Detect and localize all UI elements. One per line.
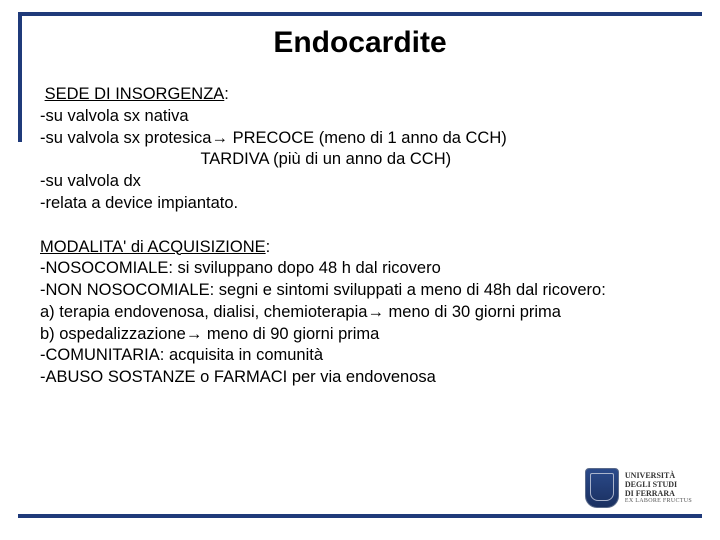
- section-line: -su valvola sx protesica→ PRECOCE (meno …: [40, 129, 507, 147]
- section-heading: MODALITA' di ACQUISIZIONE:: [40, 238, 270, 256]
- section-line: -su valvola dx: [40, 172, 141, 190]
- section-heading: SEDE DI INSORGENZA:: [40, 85, 229, 103]
- section-line: b) ospedalizzazione→ meno di 90 giorni p…: [40, 325, 379, 343]
- slide-bottom-border: [18, 514, 702, 518]
- slide-title: Endocardite: [0, 26, 720, 60]
- section-line: -COMUNITARIA: acquisita in comunità: [40, 346, 323, 364]
- slide-top-border: [18, 12, 702, 16]
- section-line: -NON NOSOCOMIALE: segni e sintomi svilup…: [40, 281, 606, 299]
- section-line: -su valvola sx nativa: [40, 107, 189, 125]
- section-line: a) terapia endovenosa, dialisi, chemiote…: [40, 303, 561, 321]
- university-logo: UNIVERSITÀ DEGLI STUDI DI FERRARA EX LAB…: [585, 468, 692, 508]
- section-modalita: MODALITA' di ACQUISIZIONE: -NOSOCOMIALE:…: [40, 237, 690, 389]
- slide-content: SEDE DI INSORGENZA: -su valvola sx nativ…: [40, 84, 690, 389]
- section-line: -NOSOCOMIALE: si sviluppano dopo 48 h da…: [40, 259, 441, 277]
- logo-crest-icon: [585, 468, 619, 508]
- logo-text: UNIVERSITÀ DEGLI STUDI DI FERRARA EX LAB…: [625, 471, 692, 505]
- section-line: TARDIVA (più di un anno da CCH): [40, 150, 451, 168]
- section-line: -relata a device impiantato.: [40, 194, 238, 212]
- section-sede: SEDE DI INSORGENZA: -su valvola sx nativ…: [40, 84, 690, 215]
- section-line: -ABUSO SOSTANZE o FARMACI per via endove…: [40, 368, 436, 386]
